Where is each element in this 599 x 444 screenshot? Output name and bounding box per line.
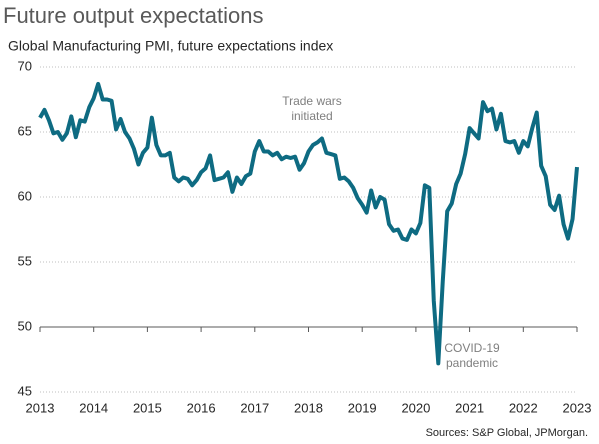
chart-title: Future output expectations — [3, 3, 264, 28]
x-tick-label: 2017 — [240, 400, 269, 415]
x-tick-label: 2013 — [26, 400, 55, 415]
x-tick-label: 2020 — [401, 400, 430, 415]
x-tick-label: 2016 — [187, 400, 216, 415]
annotation: Trade wars — [282, 94, 342, 108]
y-tick-label: 55 — [18, 253, 32, 268]
annotation: initiated — [291, 109, 332, 123]
x-tick-label: 2022 — [509, 400, 538, 415]
x-tick-label: 2021 — [455, 400, 484, 415]
y-tick-label: 70 — [18, 58, 32, 73]
y-tick-label: 65 — [18, 123, 32, 138]
y-tick-label: 50 — [18, 318, 32, 333]
source-note: Sources: S&P Global, JPMorgan. — [426, 427, 588, 439]
y-tick-label: 45 — [18, 383, 32, 398]
annotation: pandemic — [446, 356, 498, 370]
x-tick-label: 2014 — [79, 400, 108, 415]
data-line — [38, 81, 579, 366]
x-tick-label: 2018 — [294, 400, 323, 415]
annotation: COVID-19 — [444, 341, 500, 355]
x-tick-label: 2015 — [133, 400, 162, 415]
chart-subtitle: Global Manufacturing PMI, future expecta… — [8, 38, 333, 54]
y-tick-label: 60 — [18, 188, 32, 203]
x-tick-label: 2023 — [563, 400, 592, 415]
x-tick-label: 2019 — [348, 400, 377, 415]
